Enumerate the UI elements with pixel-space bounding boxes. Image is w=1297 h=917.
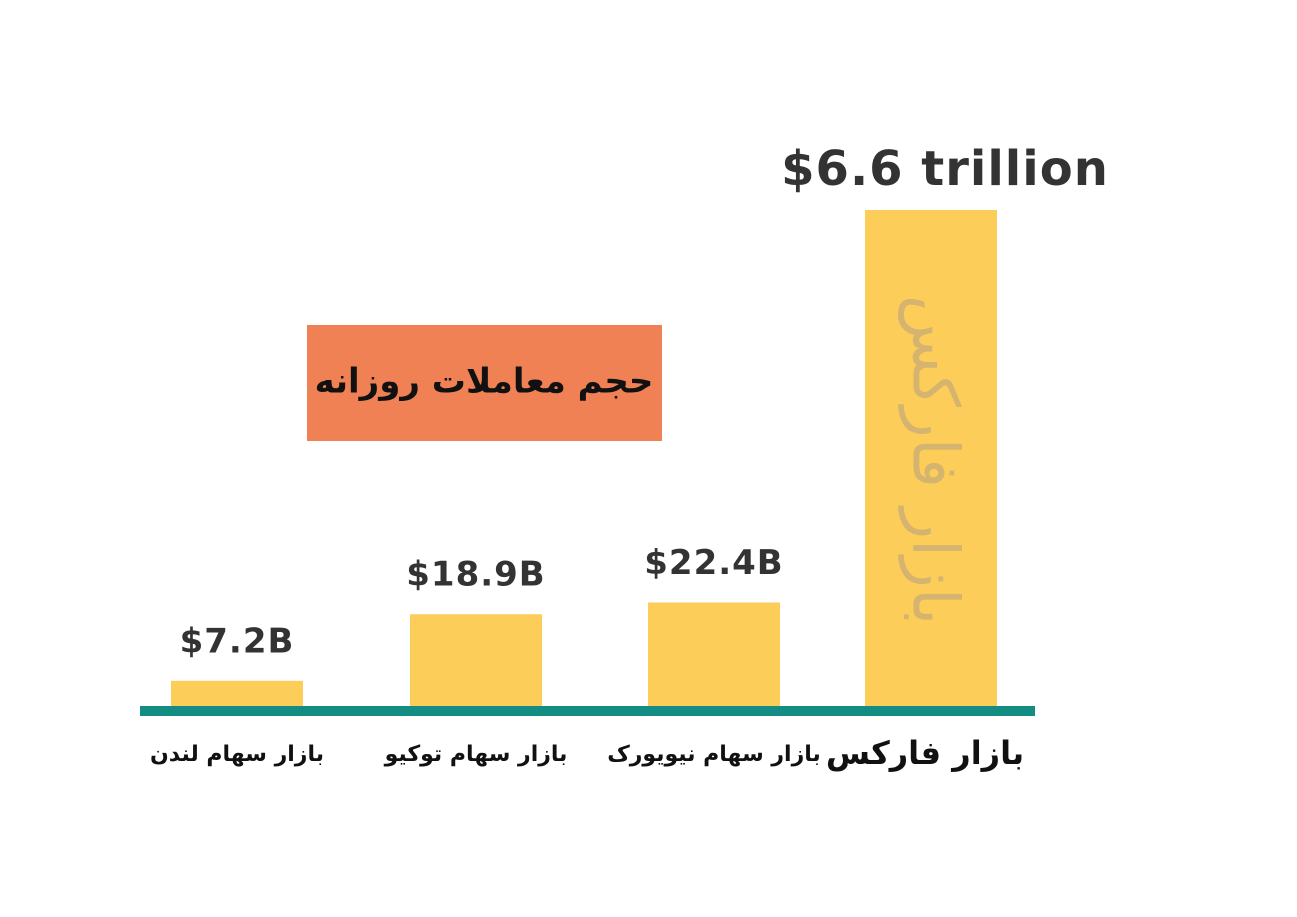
x-tick-label: بازار سهام توکیو xyxy=(384,742,568,767)
x-tick-label: بازار سهام نیویورک xyxy=(607,742,821,767)
value-label: $22.4B xyxy=(644,543,783,583)
title-box xyxy=(307,325,662,441)
bar xyxy=(865,210,997,706)
x-tick-label: بازار فارکس xyxy=(826,734,1024,772)
bar xyxy=(171,680,303,706)
value-label: $18.9B xyxy=(406,555,545,595)
value-label: $7.2B xyxy=(180,621,295,661)
baseline xyxy=(140,706,1035,716)
x-tick-label: بازار سهام لندن xyxy=(150,742,324,767)
bar xyxy=(648,602,780,706)
chart-title: حجم معاملات روزانه xyxy=(315,362,654,402)
bar xyxy=(410,614,542,706)
bar-annotation: بازار فارکس xyxy=(897,295,971,625)
value-label: $6.6 trillion xyxy=(781,141,1109,197)
